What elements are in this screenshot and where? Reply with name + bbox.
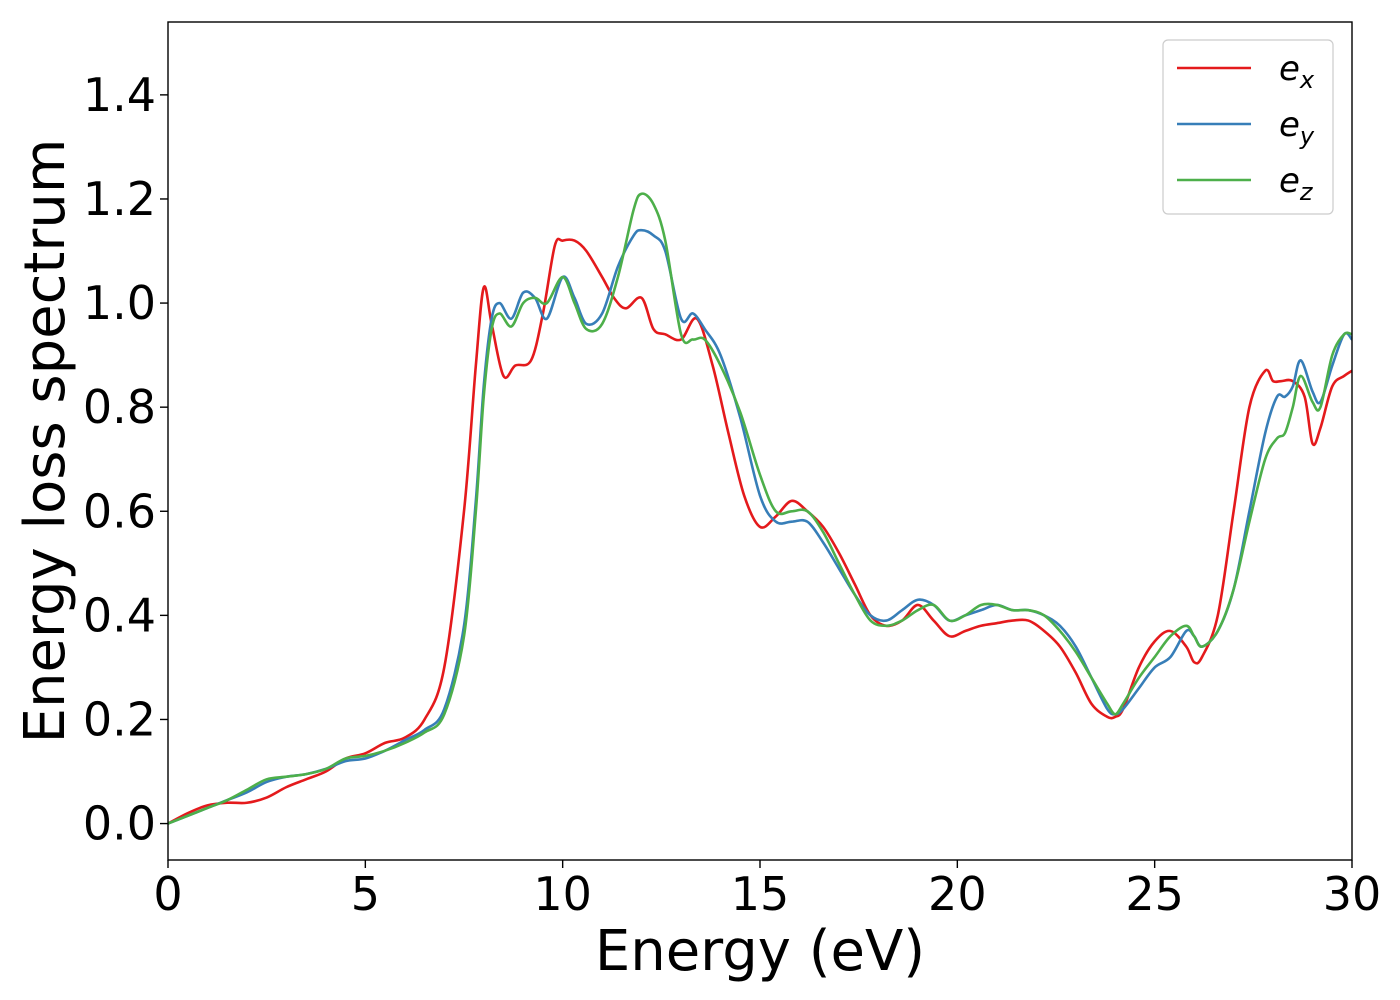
x-tick-label: 10: [533, 867, 592, 921]
y-axis-label: Energy loss spectrum: [13, 139, 78, 744]
y-axis-ticks: 0.0 0.2 0.4 0.6 0.8 1.0 1.2 1.4: [83, 68, 168, 851]
y-tick-label: 1.0: [83, 276, 156, 330]
x-tick-label: 0: [153, 867, 182, 921]
x-tick-label: 20: [928, 867, 987, 921]
legend-box: [1162, 39, 1334, 215]
y-tick-label: 0.0: [83, 797, 156, 851]
series-line-x: [168, 237, 1352, 825]
y-tick-label: 0.8: [83, 380, 156, 434]
x-tick-label: 30: [1323, 867, 1382, 921]
x-tick-label: 15: [731, 867, 790, 921]
y-tick-label: 0.4: [83, 588, 156, 642]
y-tick-label: 1.4: [83, 68, 156, 122]
series-line-z: [168, 192, 1352, 825]
x-axis-label: Energy (eV): [595, 919, 925, 984]
x-axis-ticks: 0 5 10 15 20 25 30: [153, 860, 1381, 921]
y-tick-label: 1.2: [83, 172, 156, 226]
y-tick-label: 0.2: [83, 692, 156, 746]
x-tick-label: 5: [351, 867, 380, 921]
x-tick-label: 25: [1125, 867, 1184, 921]
y-tick-label: 0.6: [83, 484, 156, 538]
